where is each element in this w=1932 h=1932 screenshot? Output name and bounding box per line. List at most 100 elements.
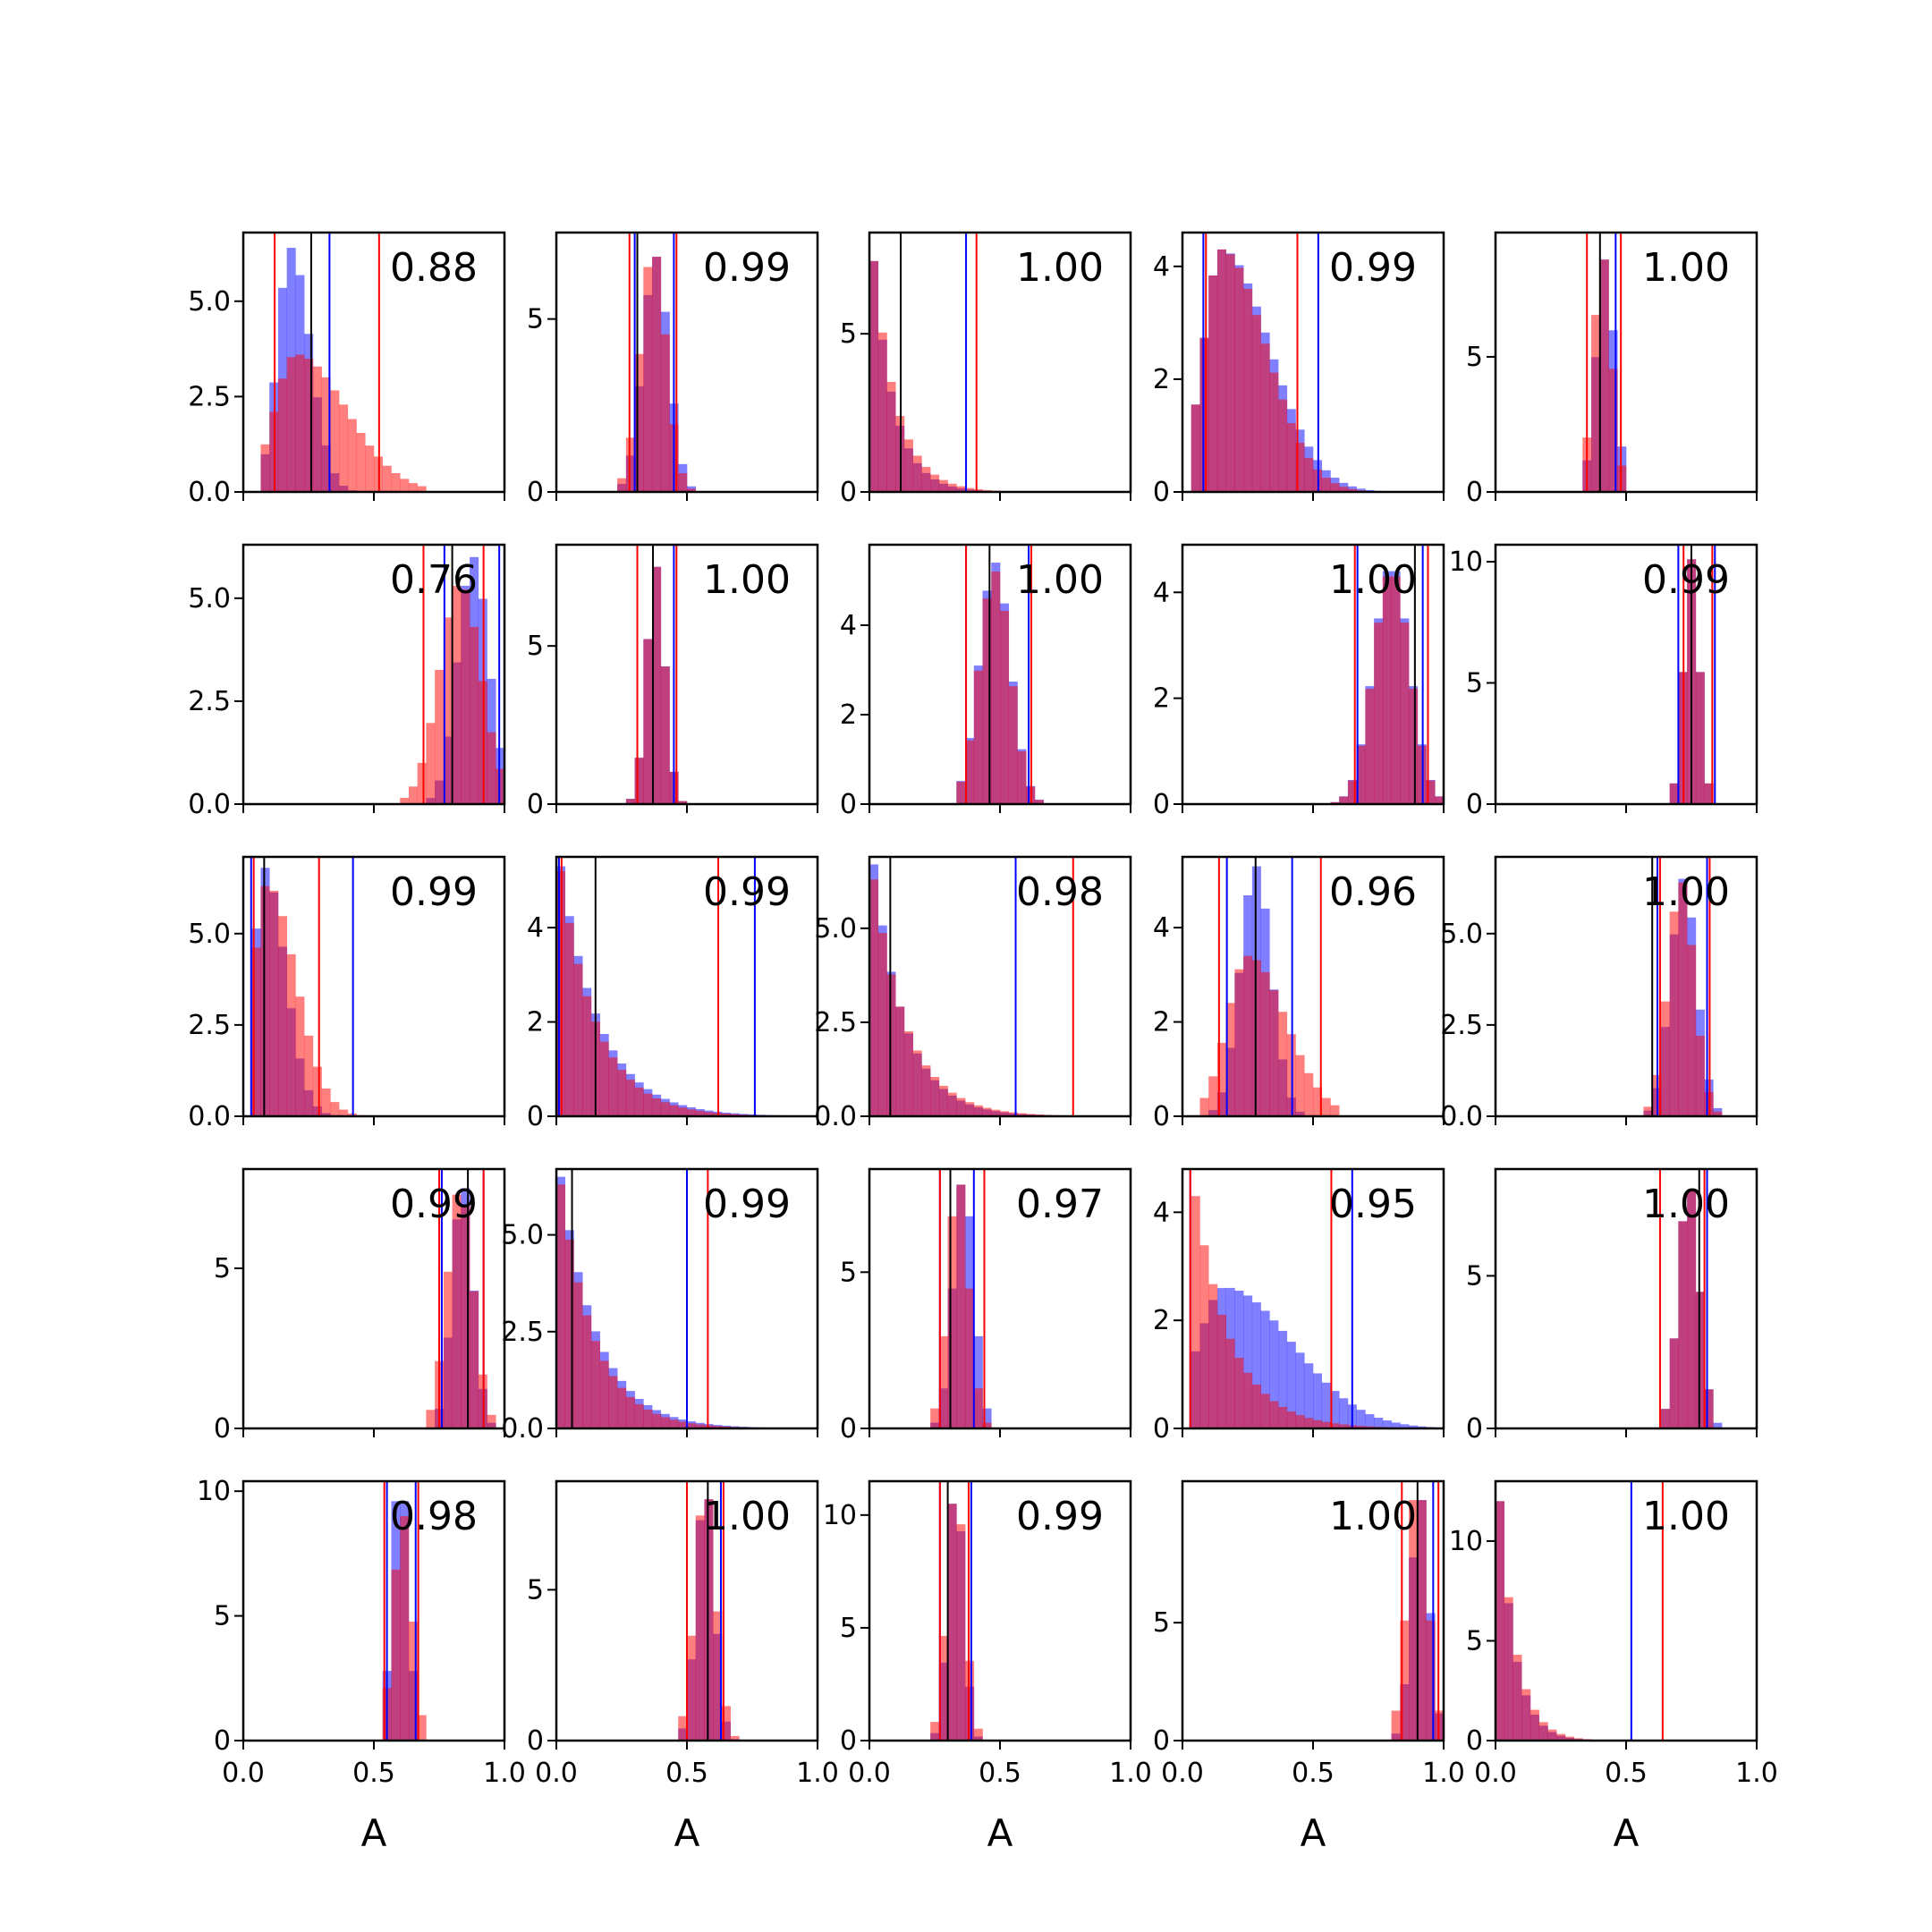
histogram-bar — [878, 933, 887, 1116]
histogram-bar — [1392, 1711, 1401, 1741]
panel-annotation: 1.00 — [703, 557, 791, 603]
histogram-bar — [1261, 343, 1270, 492]
histogram-bar — [418, 763, 427, 804]
histogram-bar — [1670, 911, 1679, 1116]
x-tick-label: 1.0 — [1422, 1758, 1465, 1789]
x-tick-label: 0.0 — [848, 1758, 891, 1789]
y-tick-label: 0.0 — [501, 1413, 544, 1445]
x-tick-label: 0.0 — [535, 1758, 578, 1789]
histogram-bar — [904, 1031, 913, 1116]
histogram-panel: 0.0 2.5 5.0 1.00 — [1440, 857, 1757, 1132]
histogram-bar — [687, 1636, 696, 1741]
histogram-bar — [617, 1070, 626, 1116]
histogram-bar — [965, 1102, 974, 1116]
histogram-bar — [453, 586, 462, 804]
histogram-bar — [461, 589, 470, 804]
histogram-bar — [939, 480, 948, 492]
histogram-bar — [1252, 315, 1261, 492]
panel-annotation: 0.96 — [1329, 869, 1417, 915]
histogram-bar — [383, 466, 392, 492]
histogram-bar — [400, 479, 409, 492]
histogram-bar — [670, 1419, 679, 1428]
histogram-bar — [1600, 259, 1609, 492]
histogram-bar — [930, 1409, 939, 1428]
histogram-bar — [1513, 1655, 1521, 1741]
y-tick-label: 2 — [1153, 1007, 1170, 1038]
histogram-bar — [608, 1057, 617, 1116]
y-tick-label: 4 — [1153, 577, 1170, 608]
x-tick-label: 0.0 — [1161, 1758, 1204, 1789]
histogram-bar — [391, 1570, 400, 1741]
histogram-bar — [435, 670, 444, 804]
histogram-bar — [1661, 1002, 1670, 1116]
histogram-bar — [1696, 1292, 1705, 1428]
histogram-bar — [1322, 1383, 1331, 1428]
histogram-bar — [643, 639, 652, 804]
panel-annotation: 0.88 — [390, 245, 478, 291]
panel-annotation: 1.00 — [1642, 245, 1730, 291]
histogram-bar — [956, 782, 965, 804]
histogram-bar — [582, 996, 591, 1116]
y-tick-label: 10 — [197, 1476, 231, 1507]
histogram-bar — [617, 479, 626, 492]
histogram-bar — [965, 1661, 974, 1741]
panel-annotation: 0.97 — [1016, 1182, 1104, 1227]
y-tick-label: 2 — [840, 699, 857, 731]
y-tick-label: 0 — [1466, 1725, 1483, 1757]
histogram-bar — [1243, 289, 1252, 492]
histogram-bar — [1330, 1106, 1339, 1116]
histogram-bar — [652, 1414, 661, 1428]
histogram-bar — [635, 354, 644, 492]
histogram-bar — [869, 261, 878, 492]
histogram-bar — [626, 437, 635, 492]
panel-annotation: 1.00 — [1016, 557, 1104, 603]
histogram-bar — [1357, 1410, 1366, 1428]
y-tick-label: 0 — [840, 477, 857, 508]
histogram-bar — [1678, 1221, 1687, 1428]
histogram-bar — [426, 723, 435, 804]
y-tick-label: 2 — [527, 1007, 544, 1038]
y-tick-label: 0 — [527, 477, 544, 508]
y-tick-label: 0.0 — [188, 1101, 231, 1132]
histogram-bar — [1339, 1398, 1348, 1428]
histogram-bar — [1199, 338, 1208, 492]
histogram-bar — [556, 1184, 565, 1428]
y-tick-label: 0 — [214, 1725, 231, 1757]
y-tick-label: 0 — [1153, 789, 1170, 820]
histogram-bar — [678, 473, 687, 492]
histogram-bar — [1365, 689, 1374, 804]
histogram-bar — [1304, 1418, 1313, 1428]
panel-annotation: 0.99 — [703, 869, 791, 915]
y-tick-label: 5 — [527, 631, 544, 662]
y-tick-label: 10 — [1449, 1526, 1483, 1557]
y-tick-label: 5 — [1466, 1260, 1483, 1292]
histogram-bar — [1252, 1385, 1261, 1428]
y-tick-label: 4 — [840, 610, 857, 641]
y-tick-label: 5 — [840, 1257, 857, 1288]
histogram-bar — [1226, 254, 1235, 492]
histogram-bar — [400, 1516, 409, 1741]
x-axis-label: A — [987, 1811, 1013, 1855]
histogram-bar — [1208, 275, 1217, 492]
y-tick-label: 2.5 — [188, 1010, 231, 1041]
histogram-bar — [869, 879, 878, 1116]
histogram-bar — [1226, 1339, 1235, 1428]
histogram-bar — [991, 572, 1000, 804]
y-tick-label: 0 — [840, 1725, 857, 1757]
y-tick-label: 0.0 — [1440, 1101, 1483, 1132]
histogram-panel: 051.00 — [527, 545, 818, 820]
histogram-bar — [948, 1093, 957, 1116]
y-tick-label: 2.5 — [1440, 1010, 1483, 1041]
histogram-bar — [983, 1108, 992, 1116]
histogram-panel: 0 2 4 1.00 — [840, 545, 1131, 820]
histogram-bar — [260, 445, 269, 492]
x-tick-label: 0.0 — [1474, 1758, 1517, 1789]
histogram-bar — [487, 733, 496, 804]
histogram-bar — [643, 1094, 652, 1116]
histogram-bar — [1278, 400, 1287, 492]
histogram-bar — [652, 1098, 661, 1116]
y-tick-label: 5.0 — [188, 919, 231, 950]
x-tick-label: 0.5 — [979, 1758, 1021, 1789]
y-tick-label: 10 — [1449, 547, 1483, 578]
